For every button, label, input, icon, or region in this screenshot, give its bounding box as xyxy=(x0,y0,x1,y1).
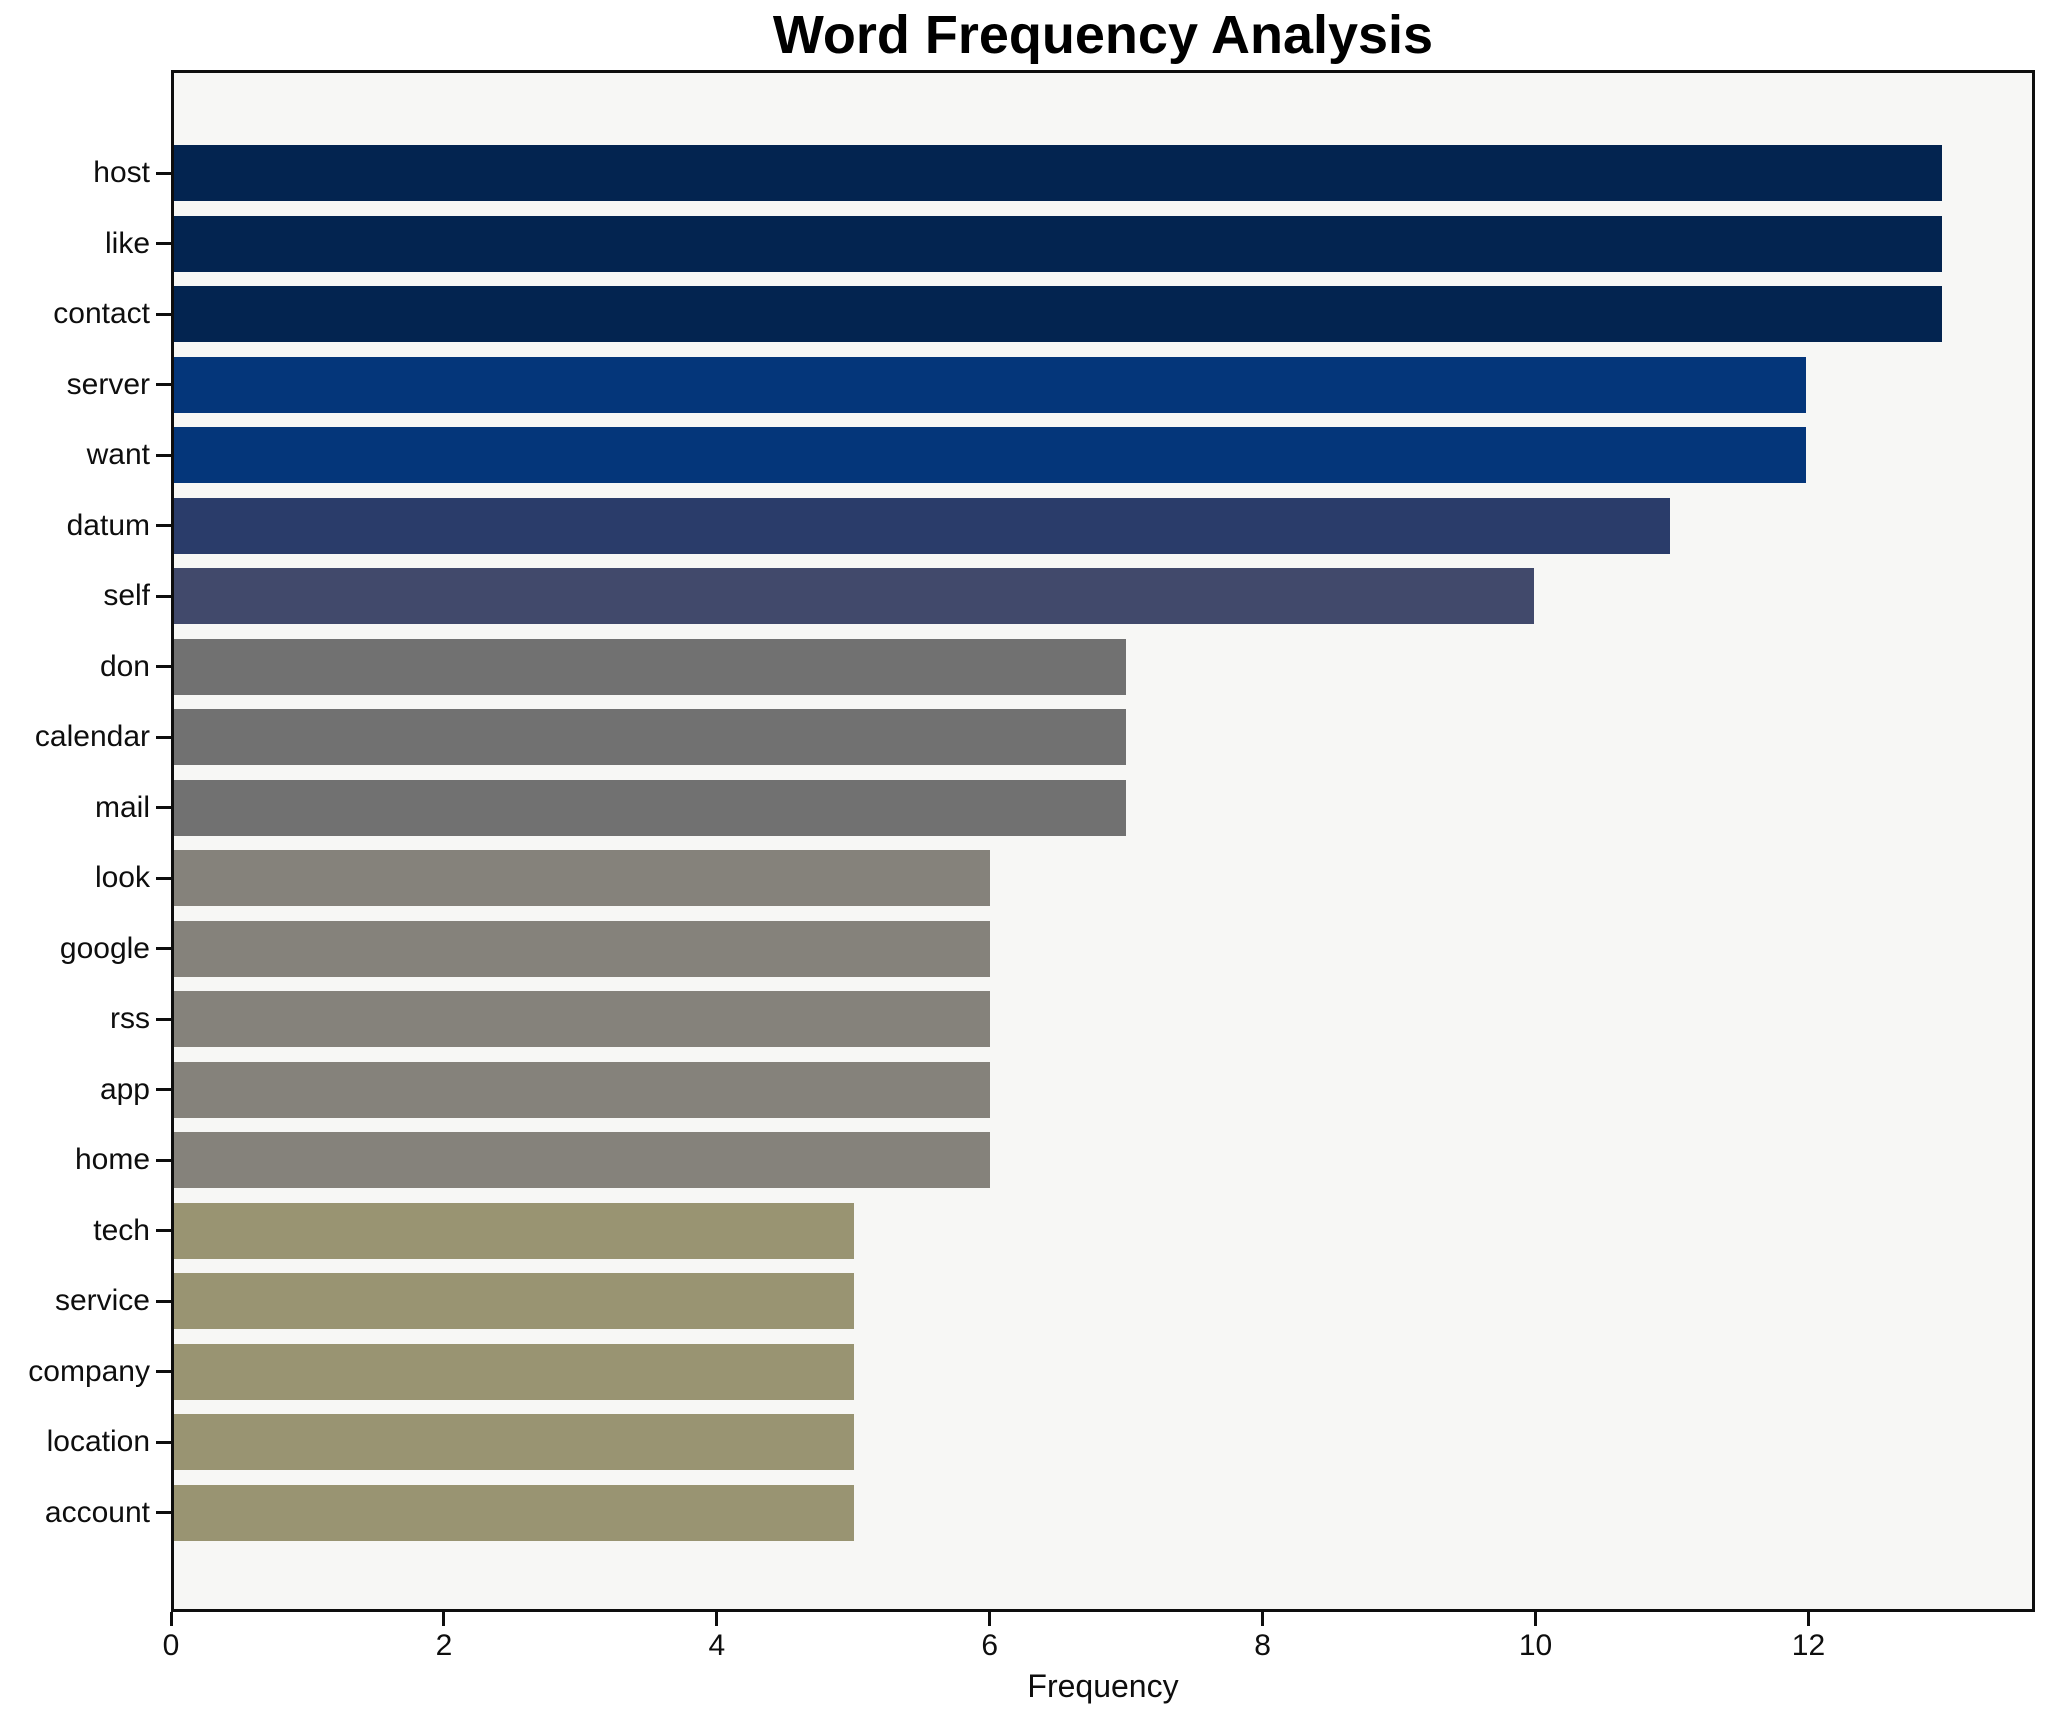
y-tick-location xyxy=(156,1440,171,1444)
bar-host xyxy=(174,145,1943,201)
bar-rss xyxy=(174,991,991,1047)
x-tick-label-2: 2 xyxy=(435,1629,453,1662)
y-tick-server xyxy=(156,383,171,386)
x-tick-6 xyxy=(988,1612,992,1626)
y-tick-company xyxy=(156,1370,171,1373)
bar-look xyxy=(174,850,991,906)
y-label-company: company xyxy=(28,1354,150,1388)
y-tick-self xyxy=(156,594,171,598)
bar-service xyxy=(174,1273,855,1329)
y-tick-app xyxy=(156,1088,171,1091)
y-tick-want xyxy=(156,453,171,457)
x-tick-label-10: 10 xyxy=(1518,1629,1553,1662)
y-tick-like xyxy=(156,242,171,245)
y-label-service: service xyxy=(54,1284,150,1317)
bar-like xyxy=(174,215,1943,272)
y-tick-account xyxy=(156,1511,171,1514)
bar-datum xyxy=(174,497,1671,554)
y-label-google: google xyxy=(59,931,150,965)
y-tick-google xyxy=(156,947,171,950)
x-tick-label-4: 4 xyxy=(708,1629,726,1662)
x-tick-label-6: 6 xyxy=(981,1629,999,1662)
y-label-like: like xyxy=(104,226,150,260)
bar-company xyxy=(174,1343,855,1400)
bar-location xyxy=(174,1414,855,1470)
x-tick-2 xyxy=(442,1612,446,1626)
y-label-look: look xyxy=(94,861,150,894)
y-label-host: host xyxy=(93,156,150,189)
bar-home xyxy=(174,1132,991,1188)
y-tick-mail xyxy=(156,806,171,809)
y-label-don: don xyxy=(99,649,150,683)
y-label-want: want xyxy=(86,438,150,471)
x-tick-label-0: 0 xyxy=(162,1629,180,1662)
y-label-datum: datum xyxy=(66,508,150,542)
x-tick-label-12: 12 xyxy=(1791,1629,1826,1662)
y-label-home: home xyxy=(74,1143,150,1176)
x-tick-10 xyxy=(1534,1612,1538,1626)
y-label-tech: tech xyxy=(93,1213,150,1247)
bar-want xyxy=(174,427,1807,483)
y-label-server: server xyxy=(66,367,150,401)
y-label-contact: contact xyxy=(53,297,150,330)
x-tick-label-8: 8 xyxy=(1254,1629,1271,1662)
x-tick-0 xyxy=(169,1612,173,1626)
y-tick-rss xyxy=(156,1017,171,1021)
y-tick-don xyxy=(156,665,171,668)
plot-area xyxy=(171,70,2035,1612)
bar-app xyxy=(174,1061,991,1118)
bar-contact xyxy=(174,286,1943,342)
y-label-account: account xyxy=(44,1495,150,1529)
y-tick-datum xyxy=(156,524,171,527)
y-tick-look xyxy=(156,876,171,880)
y-label-mail: mail xyxy=(94,790,150,824)
y-label-location: location xyxy=(46,1425,150,1458)
bar-server xyxy=(174,356,1807,413)
bar-google xyxy=(174,920,991,977)
bar-tech xyxy=(174,1202,855,1259)
y-tick-tech xyxy=(156,1229,171,1232)
x-tick-8 xyxy=(1261,1612,1265,1626)
y-label-app: app xyxy=(99,1072,150,1106)
x-tick-4 xyxy=(715,1612,719,1626)
y-label-self: self xyxy=(103,579,150,612)
bar-self xyxy=(174,568,1535,624)
x-axis-label: Frequency xyxy=(1027,1668,1179,1704)
x-tick-12 xyxy=(1806,1612,1810,1626)
y-tick-contact xyxy=(156,312,171,316)
y-tick-service xyxy=(156,1299,171,1303)
bar-calendar xyxy=(174,709,1127,765)
chart-title: Word Frequency Analysis xyxy=(772,5,1434,65)
y-tick-host xyxy=(156,171,171,175)
y-label-calendar: calendar xyxy=(34,720,150,753)
bar-account xyxy=(174,1484,855,1541)
y-label-rss: rss xyxy=(110,1002,150,1035)
bar-don xyxy=(174,638,1127,695)
bar-mail xyxy=(174,779,1127,836)
y-tick-home xyxy=(156,1158,171,1162)
y-tick-calendar xyxy=(156,735,171,739)
